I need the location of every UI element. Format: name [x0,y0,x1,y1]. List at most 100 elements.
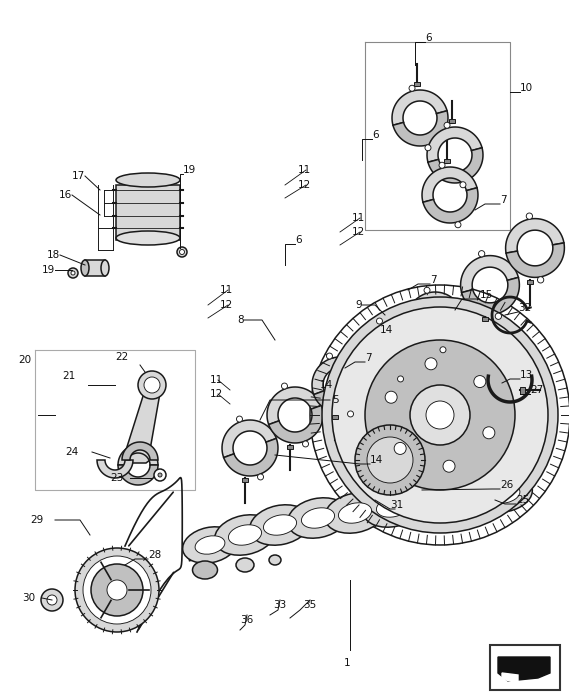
Ellipse shape [81,260,89,276]
Circle shape [91,564,143,616]
Circle shape [483,427,495,439]
Circle shape [355,425,425,495]
Polygon shape [461,256,518,293]
Ellipse shape [324,493,385,533]
Circle shape [479,251,485,257]
Polygon shape [97,460,133,478]
Circle shape [398,376,403,382]
Polygon shape [427,127,482,162]
Text: 11: 11 [352,213,365,223]
Circle shape [303,441,308,447]
Polygon shape [407,292,462,327]
Circle shape [258,474,263,480]
Polygon shape [242,478,248,482]
Polygon shape [267,387,321,425]
Circle shape [474,376,486,388]
Bar [490,645,560,690]
Polygon shape [422,167,477,202]
Polygon shape [449,119,455,123]
Ellipse shape [436,478,497,518]
Polygon shape [393,111,448,146]
Polygon shape [224,438,278,476]
Ellipse shape [116,173,180,187]
Text: 7: 7 [365,353,372,363]
Ellipse shape [287,498,348,538]
Polygon shape [506,218,564,253]
Polygon shape [332,415,338,419]
Circle shape [367,437,413,483]
Ellipse shape [490,485,520,503]
Circle shape [237,416,242,422]
Ellipse shape [179,249,184,255]
Circle shape [409,85,415,91]
Polygon shape [364,340,418,378]
Circle shape [158,473,162,477]
Text: 33: 33 [273,600,287,610]
Bar [85,260,105,276]
Text: 26: 26 [500,480,513,490]
Text: 14: 14 [320,380,333,390]
Ellipse shape [263,514,296,536]
Ellipse shape [477,476,533,512]
Circle shape [322,297,558,533]
Text: 6: 6 [425,33,432,43]
Circle shape [439,162,445,168]
Polygon shape [314,375,368,413]
Circle shape [455,222,461,228]
Polygon shape [506,243,564,277]
Circle shape [282,383,287,389]
Text: 5: 5 [332,395,339,405]
Text: 11: 11 [220,285,233,295]
Circle shape [348,411,353,417]
Text: 22: 22 [115,352,128,362]
Circle shape [394,442,406,454]
Ellipse shape [399,483,460,523]
Circle shape [410,385,470,445]
Text: 28: 28 [148,550,161,560]
Text: 12: 12 [220,300,233,310]
Polygon shape [498,657,550,681]
Ellipse shape [339,503,372,523]
Polygon shape [122,442,158,460]
Circle shape [526,213,533,219]
Polygon shape [222,420,277,458]
Polygon shape [502,673,518,683]
Text: 7: 7 [430,275,436,285]
Polygon shape [520,386,525,393]
Text: 14: 14 [380,325,393,335]
Circle shape [47,595,57,605]
Text: 31: 31 [390,500,403,510]
Ellipse shape [177,247,187,257]
Text: 6: 6 [295,235,302,245]
Text: 19: 19 [42,265,55,275]
Polygon shape [408,313,463,348]
Circle shape [41,589,63,611]
Text: 6: 6 [372,130,378,140]
Text: 30: 30 [22,593,35,603]
Text: 19: 19 [183,165,196,175]
Circle shape [327,353,332,359]
Circle shape [365,340,515,490]
Text: 20: 20 [18,355,31,365]
Text: 11: 11 [210,375,223,385]
Text: 21: 21 [62,371,75,381]
Polygon shape [461,277,519,314]
Text: 7: 7 [500,195,506,205]
Circle shape [495,313,501,319]
Polygon shape [527,279,533,284]
Circle shape [425,358,437,370]
Text: 9: 9 [356,300,362,310]
Polygon shape [427,350,433,354]
Ellipse shape [228,525,262,545]
Text: 13: 13 [520,370,533,380]
Circle shape [460,182,466,188]
Text: 16: 16 [59,190,72,200]
Circle shape [538,276,544,283]
Polygon shape [269,405,323,443]
Text: 14: 14 [370,455,384,465]
Ellipse shape [192,561,217,579]
Ellipse shape [451,488,484,508]
Circle shape [83,556,151,624]
Ellipse shape [215,514,275,555]
Ellipse shape [377,497,410,517]
